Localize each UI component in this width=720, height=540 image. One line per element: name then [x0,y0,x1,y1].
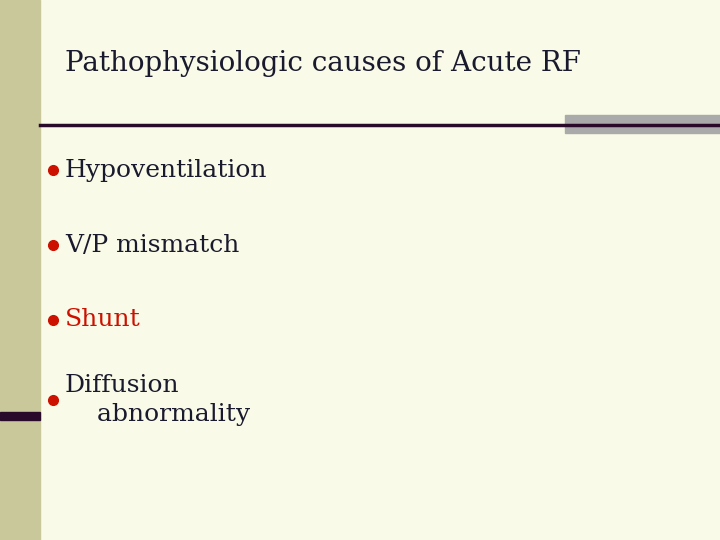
Bar [0,0,40,540]
Bar [0,412,40,420]
Text: Diffusion
    abnormality: Diffusion abnormality [65,374,250,426]
Text: V/P mismatch: V/P mismatch [65,233,239,256]
Text: Hypoventilation: Hypoventilation [65,159,268,181]
Text: Pathophysiologic causes of Acute RF: Pathophysiologic causes of Acute RF [65,50,581,77]
Text: Shunt: Shunt [65,308,140,332]
Bar [565,115,720,133]
